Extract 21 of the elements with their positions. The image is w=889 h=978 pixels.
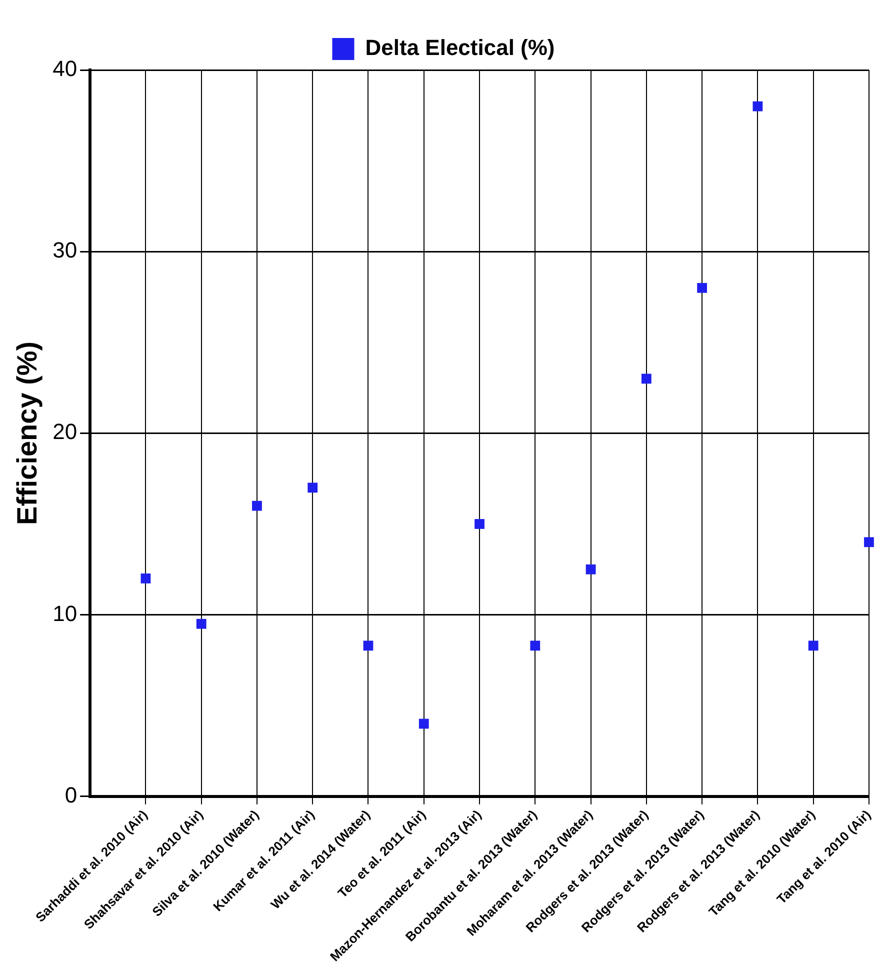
point	[474, 519, 484, 529]
point	[586, 564, 596, 574]
point	[363, 640, 374, 651]
point	[252, 500, 262, 511]
legend-label: Delta Electical (%)	[365, 35, 555, 60]
point	[530, 640, 540, 651]
y-tick-label: 0	[64, 782, 78, 808]
y-tick-label: 10	[52, 600, 78, 626]
point	[308, 482, 318, 493]
point	[864, 537, 874, 548]
y-tick-label: 30	[52, 238, 78, 263]
point	[752, 101, 763, 112]
point	[641, 374, 652, 384]
point	[697, 282, 708, 293]
point	[140, 574, 151, 584]
point	[418, 718, 429, 729]
point	[808, 640, 818, 651]
point	[196, 618, 206, 629]
y-tick-label: 40	[52, 56, 78, 82]
y-tick-label: 20	[52, 419, 78, 444]
y-axis-title: Efficiency (%)	[12, 341, 43, 525]
